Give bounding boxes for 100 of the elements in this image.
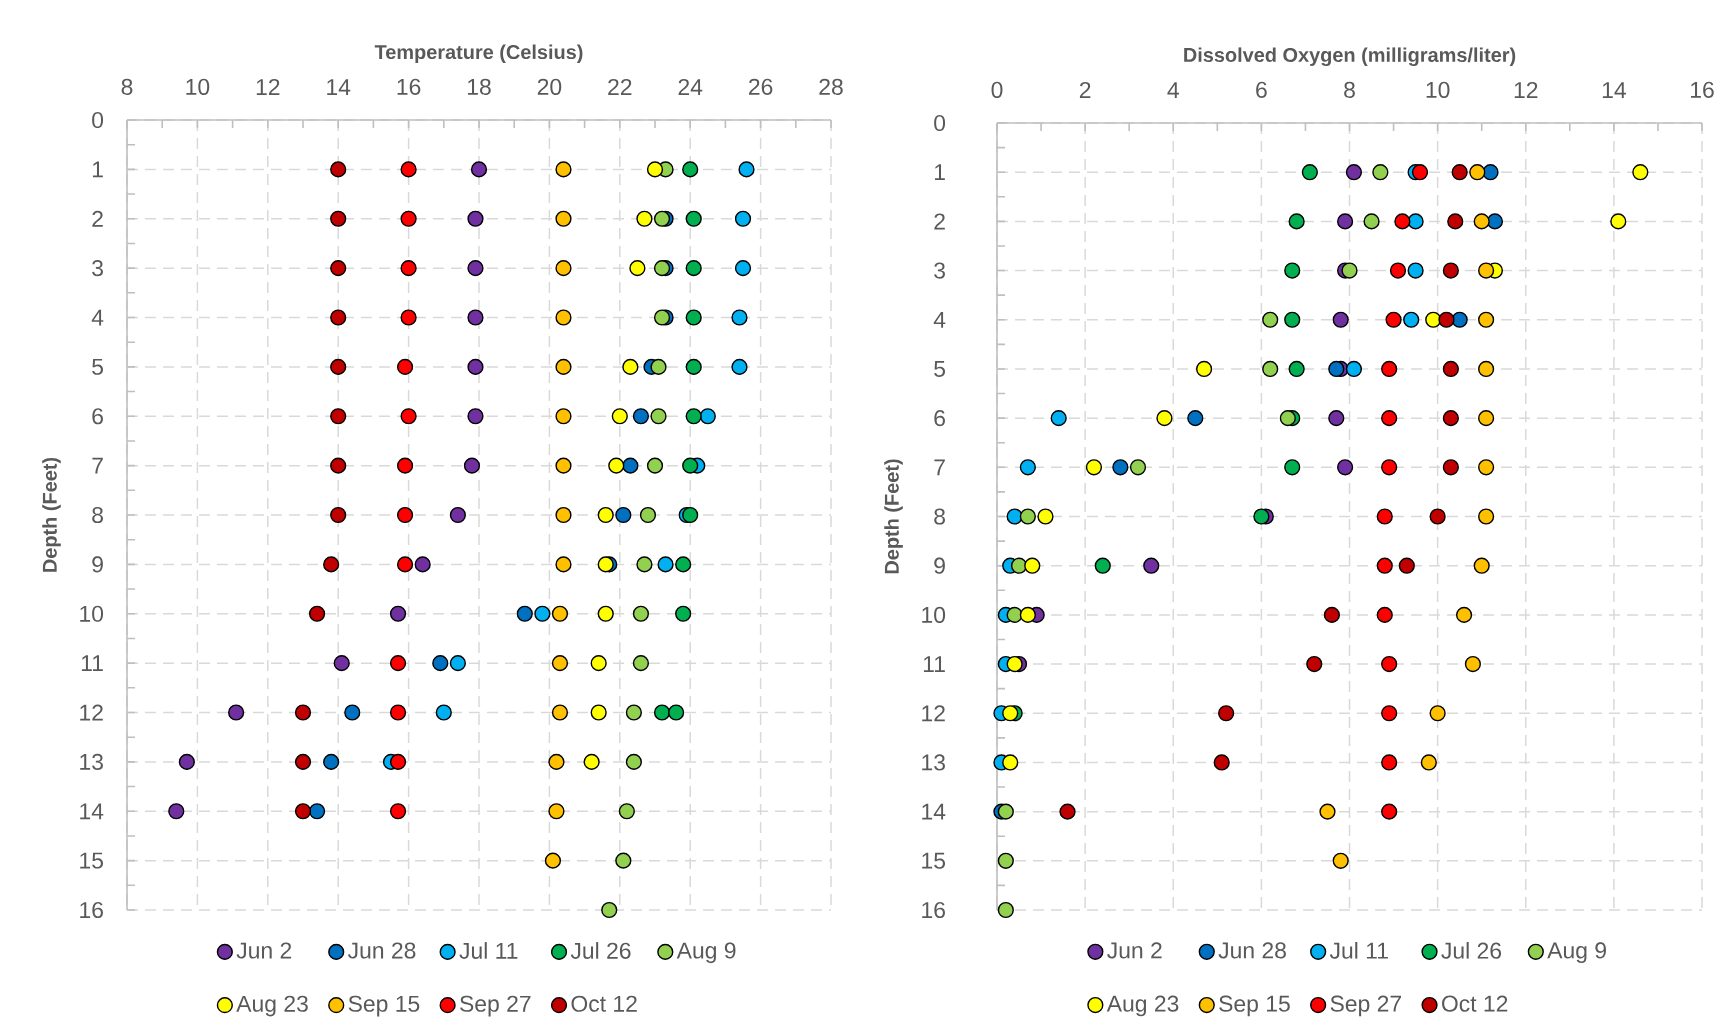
y-tick-label: 16 (922, 901, 945, 919)
point (1469, 164, 1486, 181)
point (330, 210, 347, 227)
point (1059, 803, 1076, 820)
point (555, 161, 572, 178)
x-tick-label: 10 (186, 78, 210, 95)
point (1398, 557, 1415, 574)
point (435, 704, 452, 721)
point (639, 506, 657, 524)
point (1381, 360, 1398, 378)
y-tick-label: 9 (934, 557, 945, 574)
point (400, 161, 417, 178)
y-axis-title: Depth (Feet) (42, 457, 61, 572)
x-tick-label: 14 (1602, 82, 1626, 98)
point (611, 408, 628, 425)
point (168, 803, 185, 820)
legend-label: Jul 26 (570, 942, 631, 959)
point (555, 457, 572, 474)
point (1306, 655, 1323, 673)
point (555, 260, 572, 277)
point (597, 556, 614, 573)
point (650, 408, 667, 425)
point (1019, 508, 1036, 525)
point (308, 803, 326, 820)
point (615, 506, 632, 524)
x-tick-label: 8 (121, 78, 133, 95)
point (1112, 459, 1129, 476)
point (1143, 557, 1160, 574)
point (555, 210, 572, 227)
point (467, 408, 484, 425)
point (1442, 360, 1459, 378)
point (1610, 213, 1627, 230)
point (653, 704, 671, 721)
point (414, 556, 431, 573)
point (622, 358, 639, 375)
point (467, 309, 484, 326)
point (1284, 459, 1301, 476)
point (396, 506, 414, 524)
point (1006, 508, 1023, 525)
point (1442, 410, 1459, 427)
legend-label: Jun 2 (1107, 942, 1162, 959)
y-tick-label: 15 (80, 852, 103, 869)
point (1464, 655, 1481, 673)
legend-label: Jun 28 (1218, 942, 1286, 959)
point (632, 605, 650, 622)
x-tick-label: 22 (608, 78, 632, 95)
point (551, 704, 569, 721)
point (467, 358, 484, 375)
point (1478, 410, 1495, 427)
point (685, 210, 702, 227)
x-tick-label: 2 (1079, 81, 1091, 98)
point (449, 655, 466, 672)
point (1381, 410, 1398, 427)
y-tick-label: 12 (80, 704, 103, 721)
point (590, 704, 607, 721)
point (636, 210, 653, 227)
point (534, 605, 551, 622)
point (544, 852, 562, 869)
point (330, 309, 347, 326)
point (396, 358, 414, 375)
point (1442, 459, 1459, 476)
point (590, 655, 607, 672)
point (555, 358, 572, 375)
y-tick-label: 16 (80, 901, 103, 919)
y-tick-label: 10 (922, 606, 946, 623)
point (330, 161, 347, 178)
y-tick-label: 13 (922, 754, 945, 771)
point (1328, 410, 1345, 427)
y-tick-label: 0 (92, 111, 104, 129)
point (1394, 213, 1411, 230)
point (400, 408, 417, 425)
point (555, 556, 572, 573)
point (685, 358, 702, 375)
point (551, 655, 569, 672)
point (1478, 360, 1495, 378)
point (330, 358, 347, 375)
legend-label: Oct 12 (1442, 995, 1508, 1012)
y-tick-label: 10 (80, 605, 104, 622)
y-tick-label: 2 (934, 213, 945, 230)
point (636, 556, 653, 573)
point (1196, 360, 1213, 378)
point (1002, 705, 1019, 722)
point (1262, 360, 1279, 378)
point (1403, 311, 1420, 328)
point (1632, 164, 1649, 181)
x-tick-label: 18 (468, 78, 491, 95)
point (615, 852, 632, 869)
point (601, 901, 618, 919)
x-tick-label: 6 (1256, 81, 1267, 98)
y-tick-label: 11 (923, 656, 945, 672)
point (323, 753, 340, 770)
point (629, 260, 646, 277)
x-tick-label: 24 (678, 78, 703, 95)
point (1407, 213, 1424, 230)
point (1429, 508, 1446, 525)
point (632, 408, 650, 425)
point (650, 358, 667, 375)
x-tick-label: 0 (991, 81, 1003, 98)
point (597, 506, 614, 524)
y-tick-label: 8 (934, 508, 945, 525)
